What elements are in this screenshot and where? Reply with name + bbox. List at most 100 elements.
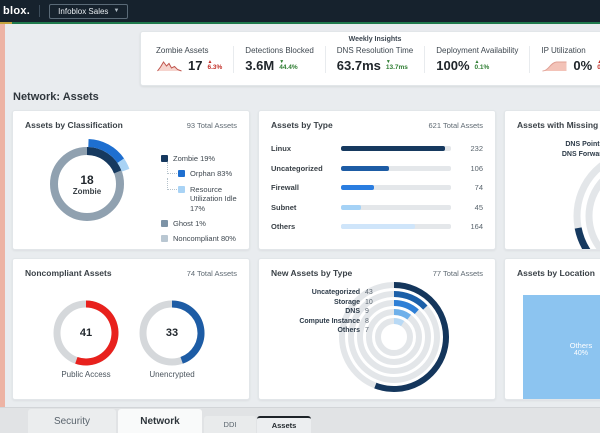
gauge-public-access: 41 Public Access [51,298,121,379]
org-selector-label: Infoblox Sales [58,6,109,16]
bar-label: Linux [271,144,291,154]
bar-value: 164 [470,222,483,232]
kpi-detections-blocked[interactable]: Detections Blocked 3.6M ▼ 44.4% [234,46,326,73]
card-assets-by-type: Assets by Type 621 Total Assets Linux 232… [258,110,496,250]
card-total: 93 Total Assets [186,121,237,130]
cards-grid: Assets by Classification 93 Total Assets… [12,110,600,400]
kpi-sparkline-chart [157,60,182,71]
radial-label: DNS Pointer Rec [565,141,600,148]
kpi-sparkline-chart [542,61,567,71]
kpi-delta: ▲ 0.1% [474,58,490,71]
bar-row-uncategorized: Uncategorized 106 [271,159,483,179]
kpi-value: 100% [436,58,470,73]
kpi-label: Zombie Assets [156,46,209,55]
kpi-ip-utilization[interactable]: IP Utilization 0% ▲0.6% [530,46,600,73]
bar-fill [341,185,375,191]
bar-track [341,165,451,171]
donut-center-value: 18 [80,172,94,187]
gauge-label: Public Access [61,370,111,379]
bar-label: Others [271,222,296,232]
radial-value: 10 [365,298,373,306]
card-title: Assets by Type [271,120,333,130]
treemap-tile-value: 40% [573,350,588,357]
card-title: Assets with Missing Records [517,120,600,130]
card-assets-with-missing-records: Assets with Missing Records DNS Pointer … [504,110,600,250]
bar-row-linux: Linux 232 [271,139,483,159]
trend-up-icon: ▲ [597,58,600,65]
kpi-label: Deployment Availability [436,46,519,55]
kpi-value: 3.6M [245,58,275,73]
gauge-unencrypted: 33 Unencrypted [137,298,207,379]
bar-row-subnet: Subnet 45 [271,198,483,218]
gauge-chart [139,300,205,366]
bar-value: 106 [470,163,483,173]
kpi-deployment-availability[interactable]: Deployment Availability 100% ▲ 0.1% [425,46,531,73]
page-title: Network: Assets [13,91,99,103]
kpi-label: DNS Resolution Time [336,46,414,55]
tab-ddi[interactable]: DDI [204,416,256,433]
radial-value: 43 [365,289,373,296]
bar-track [341,185,451,191]
bar-label: Subnet [271,202,297,212]
missing-records-radial-chart [573,162,600,249]
radial-label-row: Compute Instance 8 [299,318,379,325]
org-selector-button[interactable]: Infoblox Sales ▼ [49,3,129,19]
legend-swatch [178,185,185,193]
card-title: New Assets by Type [271,268,353,278]
tab-network[interactable]: Network [118,409,202,433]
radial-label: Uncategorized [311,289,360,296]
legend-item: Zombie 19% [161,154,237,163]
legend-label: Zombie 19% [173,154,216,163]
noncompliant-gauges: 41 Public Access 33 Unencrypted [51,298,237,379]
treemap-tile-label: Others [569,341,593,350]
card-total: 74 Total Assets [186,269,237,278]
donut-center-label: Zombie [72,186,102,196]
tab-assets[interactable]: Assets [257,416,311,433]
legend-swatch [178,170,185,178]
tab-security[interactable]: Security [28,409,116,433]
bar-row-others: Others 164 [271,217,483,237]
legend-swatch [161,219,168,227]
classification-legend: Zombie 19% Orphan 83% Resource Utilization… [161,154,237,244]
legend-swatch [161,155,168,162]
bar-track [341,224,451,230]
radial-label: DNS Forward Rec [561,150,600,158]
infoblox-logo[interactable]: blox. [3,5,31,17]
legend-label: Resource Utilization Idle 17% [190,184,237,213]
bar-label: Firewall [271,183,299,193]
card-noncompliant-assets: Noncompliant Assets 74 Total Assets 41 Pu… [12,258,250,400]
kpi-value: 63.7ms [336,58,381,73]
radial-label-row: DNS 9 [345,308,379,315]
radial-value: 9 [365,308,369,315]
gauge-chart [53,300,119,366]
bar-label: Uncategorized [271,163,323,173]
legend-label: Orphan 83% [190,169,233,179]
location-treemap-tile[interactable]: Others 40% [523,295,600,399]
radial-label-row: Storage 10 [334,299,379,306]
card-total: 77 Total Assets [432,269,483,278]
card-title: Assets by Location [517,268,595,278]
radial-label-row: Others 7 [337,327,379,334]
missing-records-radial-chart-labels: DNS Pointer Rec DNS Forward Rec [562,141,600,158]
kpi-row: Zombie Assets 17 ▲ 6.3% Detections Blocked 3.… [141,46,600,73]
radial-label-row: Uncategorized 43 [312,289,379,296]
bar-fill [341,146,446,152]
bar-track [341,146,451,152]
bar-fill [341,224,415,230]
legend-label: Noncompliant 80% [173,234,236,244]
radial-label-row: DNS Pointer Rec [565,141,600,148]
kpi-zombie-assets[interactable]: Zombie Assets 17 ▲ 6.3% [154,46,235,73]
card-title: Assets by Classification [25,120,123,130]
radial-label: DNS [345,308,360,315]
kpi-dns-resolution-time[interactable]: DNS Resolution Time 63.7ms ▼ 13.7ms [326,46,426,73]
kpi-value: 17 [188,58,203,73]
kpi-delta: ▲0.6% [597,58,600,72]
bar-value: 45 [474,202,483,212]
kpi-value: 0% [573,58,593,73]
legend-item: Ghost 1% [161,219,237,228]
kpi-delta: ▼ 44.4% [279,58,298,71]
radial-value: 7 [365,327,369,334]
kpi-delta: ▲ 6.3% [207,58,223,71]
trend-up-icon: ▲ [207,58,213,65]
radial-label: Others [337,327,360,334]
